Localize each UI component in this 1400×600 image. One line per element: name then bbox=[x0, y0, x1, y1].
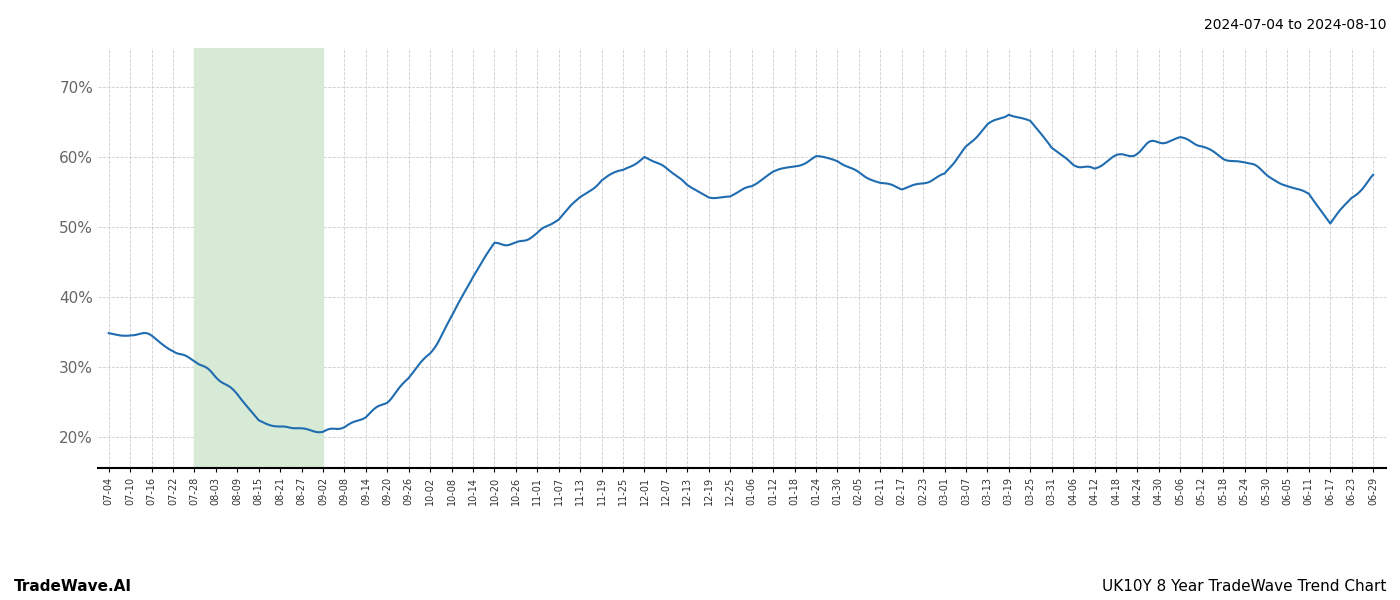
Text: TradeWave.AI: TradeWave.AI bbox=[14, 579, 132, 594]
Bar bbox=[195, 48, 323, 468]
Text: 2024-07-04 to 2024-08-10: 2024-07-04 to 2024-08-10 bbox=[1204, 18, 1386, 32]
Text: UK10Y 8 Year TradeWave Trend Chart: UK10Y 8 Year TradeWave Trend Chart bbox=[1102, 579, 1386, 594]
